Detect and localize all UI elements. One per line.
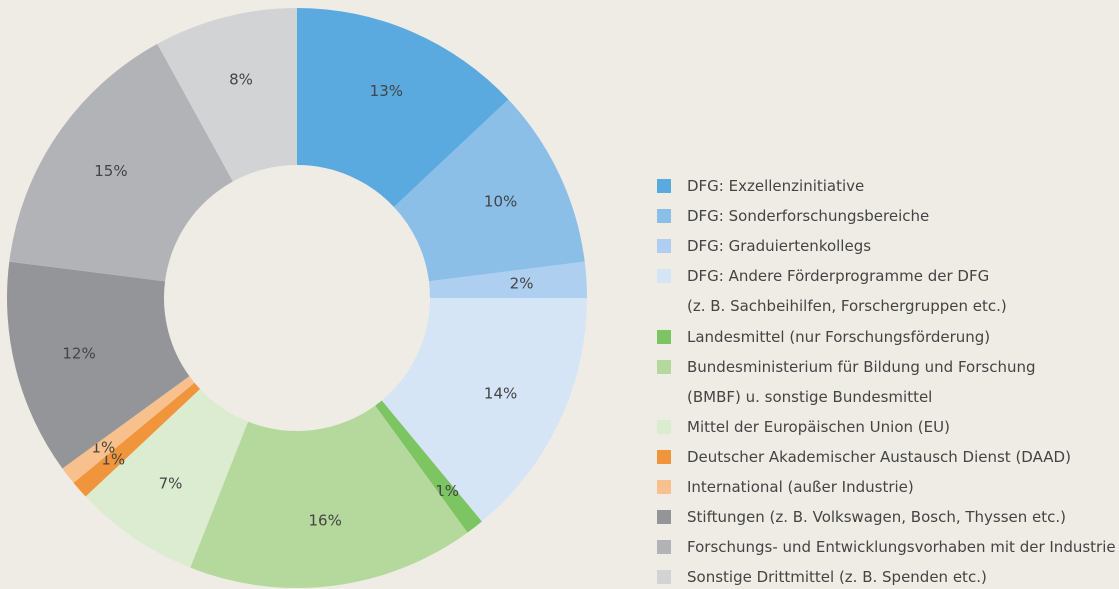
legend-label: DFG: Sonderforschungsbereiche xyxy=(687,207,930,226)
slice xyxy=(190,405,468,588)
legend-label: Deutscher Akademischer Austausch Dienst … xyxy=(687,447,1071,466)
legend-label: Bundesministerium für Bildung und Forsch… xyxy=(687,357,1036,406)
legend-swatch xyxy=(657,510,671,525)
slice xyxy=(9,43,233,282)
slice xyxy=(297,8,509,207)
value-label: 14% xyxy=(484,384,517,402)
legend-swatch xyxy=(657,359,671,374)
value-label: 8% xyxy=(229,71,253,89)
slice xyxy=(6,261,190,469)
slice xyxy=(375,400,482,533)
legend-swatch xyxy=(657,419,671,434)
legend-swatch xyxy=(657,209,671,224)
legend-swatch xyxy=(657,449,671,464)
slice xyxy=(393,99,585,282)
legend-label: DFG: Andere Förderprogramme der DFG (z. … xyxy=(687,267,1007,316)
value-label: 10% xyxy=(484,193,517,211)
slice xyxy=(157,8,297,182)
legend-swatch xyxy=(657,329,671,344)
value-label: 12% xyxy=(62,344,95,362)
slice xyxy=(73,382,201,497)
legend-swatch xyxy=(657,540,671,555)
legend-swatch xyxy=(657,480,671,494)
value-label: 15% xyxy=(94,162,127,180)
value-label: 1% xyxy=(101,451,125,469)
value-label: 16% xyxy=(309,512,342,530)
slice xyxy=(428,261,587,298)
donut: 13%10%2%14%1%16%7%1%1%12%15%8% xyxy=(6,8,587,588)
slice xyxy=(62,376,195,483)
legend-label: International (außer Industrie) xyxy=(687,478,914,496)
legend-label: Landesmittel (nur Forschungsförderung) xyxy=(687,327,991,346)
legend-swatch xyxy=(657,269,671,284)
legend-swatch xyxy=(657,570,671,585)
slice xyxy=(381,298,587,522)
value-label: 7% xyxy=(159,475,183,493)
legend-label: DFG: Graduiertenkollegs xyxy=(687,237,872,256)
value-label: 1% xyxy=(435,482,459,500)
legend-label: Sonstige Drittmittel (z. B. Spenden etc.… xyxy=(687,568,987,587)
value-label: 13% xyxy=(370,82,403,100)
legend-label: Mittel der Europäischen Union (EU) xyxy=(687,417,950,436)
legend-swatch xyxy=(657,239,671,254)
value-label: 1% xyxy=(92,439,116,457)
legend-label: DFG: Exzellenzinitiative xyxy=(687,177,865,195)
legend-label: Stiftungen (z. B. Volkswagen, Bosch, Thy… xyxy=(687,508,1067,527)
legend-swatch xyxy=(657,179,671,193)
legend-label: Forschungs- und Entwicklungsvorhaben mit… xyxy=(687,538,1116,557)
slice xyxy=(85,389,249,568)
value-label: 2% xyxy=(510,274,534,292)
